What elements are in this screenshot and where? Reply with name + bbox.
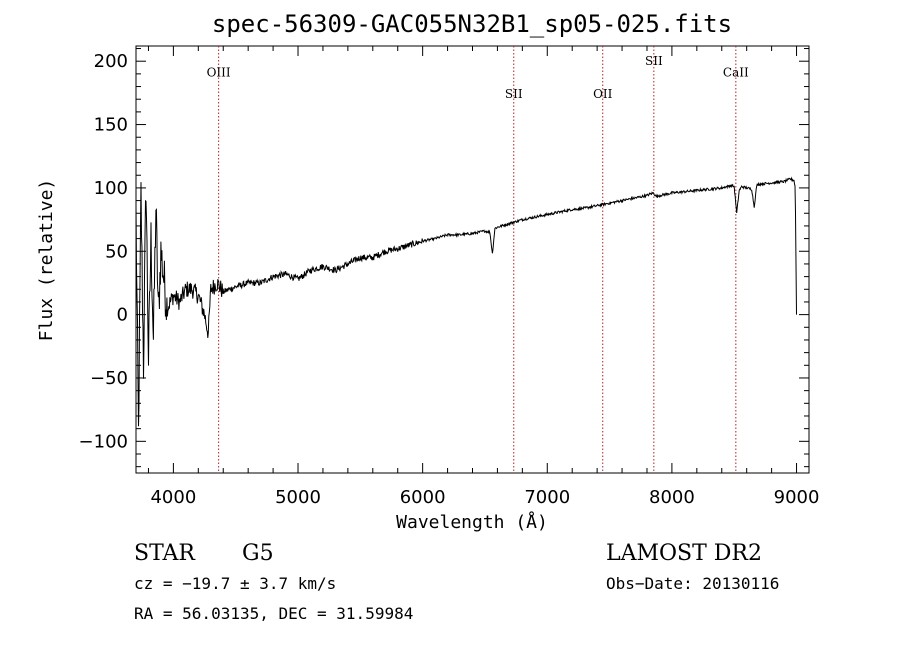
y-tick-label: 50: [105, 241, 128, 262]
y-tick-label: 200: [94, 51, 128, 72]
axis-ticks: [136, 46, 809, 473]
coordinates-readout: RA = 56.03135, DEC = 31.59984: [134, 604, 413, 623]
y-tick-label: 150: [94, 115, 128, 136]
plot-frame: [135, 45, 810, 474]
spectral-line-markers: OIII SII OII SII CaII: [207, 46, 749, 473]
redshift-readout: cz = −19.7 ± 3.7 km/s: [134, 574, 336, 593]
survey-label: LAMOST DR2: [606, 541, 762, 566]
object-type-label: STAR: [134, 541, 196, 566]
spectral-line-label: CaII: [723, 65, 749, 79]
y-tick-label: 100: [94, 178, 128, 199]
y-tick-labels: −100 −50 0 50 100 150 200: [79, 51, 128, 452]
x-tick-labels: 4000 5000 6000 7000 8000 9000: [150, 487, 819, 508]
spectral-line-label: SII: [645, 54, 663, 68]
spectral-line-label: OII: [593, 87, 613, 101]
x-tick-label: 6000: [400, 487, 446, 508]
x-tick-label: 5000: [275, 487, 321, 508]
x-tick-label: 7000: [524, 487, 570, 508]
spectrum-series-line: [135, 176, 797, 427]
x-tick-label: 8000: [649, 487, 695, 508]
y-tick-label: −50: [90, 368, 128, 389]
x-axis-title: Wavelength (Å): [396, 511, 548, 533]
chart-title: spec-56309-GAC055N32B1_sp05-025.fits: [212, 10, 732, 38]
y-tick-label: −100: [79, 431, 128, 452]
x-tick-label: 4000: [150, 487, 196, 508]
observation-date: Obs−Date: 20130116: [606, 574, 779, 593]
spectral-subclass-label: G5: [242, 541, 274, 566]
y-axis-title: Flux (relative): [36, 179, 57, 342]
spectral-line-label: OIII: [207, 65, 231, 79]
spectral-line-label: SII: [505, 87, 523, 101]
y-tick-label: 0: [117, 305, 128, 326]
x-tick-label: 9000: [774, 487, 820, 508]
